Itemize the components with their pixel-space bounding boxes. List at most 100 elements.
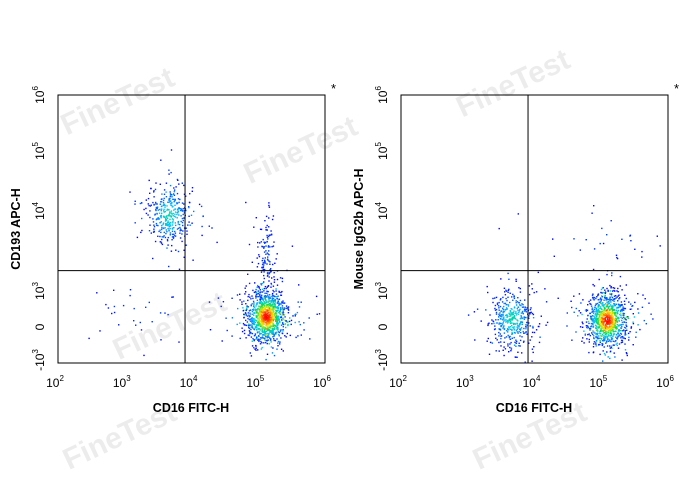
event-dot [603, 299, 605, 301]
event-dot [592, 325, 594, 327]
event-dot [243, 300, 245, 302]
event-dot [160, 215, 162, 217]
event-dot [160, 159, 162, 161]
event-dot [152, 201, 154, 204]
event-dot [629, 308, 631, 310]
event-dot [605, 342, 607, 344]
event-dot [606, 338, 609, 340]
event-dot [176, 192, 179, 195]
event-dot [281, 319, 283, 322]
event-dot [135, 324, 137, 326]
event-dot [258, 291, 260, 293]
event-dot [285, 320, 287, 322]
event-dot [303, 329, 305, 331]
event-dot [201, 225, 203, 228]
event-dot [605, 341, 608, 343]
event-dot [263, 246, 265, 248]
event-dot [270, 283, 273, 286]
event-dot [628, 301, 630, 303]
event-dot [609, 290, 612, 292]
event-dot [299, 323, 301, 326]
event-dot [609, 323, 611, 325]
event-dot [625, 316, 628, 318]
event-dot [510, 315, 512, 317]
event-dot [599, 337, 601, 339]
event-dot [504, 319, 506, 321]
event-dot [278, 318, 280, 320]
event-dot [187, 224, 189, 226]
event-dot [618, 329, 620, 331]
event-dot [506, 320, 508, 322]
event-dot [260, 309, 262, 311]
event-dot [166, 208, 169, 210]
event-dot [264, 333, 266, 335]
event-dot [269, 296, 271, 298]
event-dot [523, 332, 525, 334]
event-dot [269, 271, 271, 274]
event-dot [596, 318, 598, 321]
event-dot [621, 339, 624, 342]
event-dot [257, 284, 259, 287]
event-dot [519, 335, 521, 337]
event-dot [269, 327, 271, 329]
event-dot [256, 332, 259, 334]
event-dot [175, 224, 177, 227]
event-dot [269, 320, 271, 322]
event-dot [507, 291, 509, 293]
event-dot [265, 306, 268, 308]
event-dot [140, 231, 142, 234]
event-dot [251, 295, 253, 297]
event-dot [256, 329, 258, 331]
event-dot [632, 322, 635, 325]
event-dot [178, 207, 180, 210]
event-dot [506, 316, 508, 318]
event-dot [250, 332, 252, 334]
event-dot [261, 322, 263, 325]
event-dot [270, 304, 273, 306]
event-dot [160, 201, 163, 203]
event-dot [265, 299, 267, 301]
event-dot [609, 296, 611, 298]
event-dot [608, 302, 610, 304]
event-dot [244, 287, 246, 289]
event-dot [602, 304, 605, 306]
event-dot [597, 337, 599, 339]
event-dot [582, 322, 584, 325]
event-dot [259, 311, 261, 313]
event-dot [611, 272, 613, 274]
event-dot [149, 205, 152, 207]
event-dot [511, 318, 513, 321]
event-dot [507, 296, 509, 298]
event-dot [264, 309, 266, 311]
event-dot [498, 307, 500, 309]
event-dot [264, 314, 266, 316]
event-dot [261, 346, 263, 349]
event-dot [262, 322, 264, 325]
event-dot [575, 307, 577, 310]
event-dot [258, 316, 260, 318]
event-dot [614, 321, 617, 324]
event-dot [250, 298, 252, 300]
event-dot [517, 327, 519, 329]
event-dot [597, 326, 599, 328]
event-dot [265, 287, 267, 290]
event-dot [260, 332, 262, 335]
event-dot [168, 199, 171, 201]
event-dot [264, 257, 266, 259]
event-dot [183, 249, 185, 251]
event-dot [269, 297, 271, 299]
event-dot [612, 324, 614, 326]
event-dot [605, 324, 607, 326]
event-dot [261, 336, 264, 339]
event-dot [105, 303, 107, 306]
event-dot [599, 298, 601, 300]
event-dot [613, 326, 615, 328]
event-dot [610, 286, 612, 288]
event-dot [150, 187, 152, 190]
event-dot [609, 350, 612, 352]
event-dot [500, 341, 502, 343]
event-dot [644, 298, 646, 300]
event-dot [275, 309, 277, 311]
event-dot [168, 169, 170, 171]
event-dot [494, 297, 496, 299]
